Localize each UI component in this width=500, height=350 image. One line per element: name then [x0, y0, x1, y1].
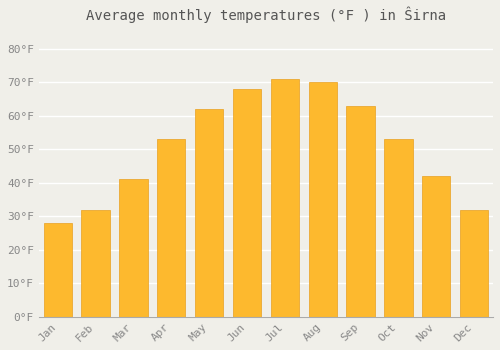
Bar: [460, 210, 488, 317]
Bar: [157, 139, 186, 317]
Bar: [308, 82, 337, 317]
Bar: [422, 176, 450, 317]
Bar: [82, 210, 110, 317]
Title: Average monthly temperatures (°F ) in Ŝirna: Average monthly temperatures (°F ) in Ŝi…: [86, 7, 446, 23]
Bar: [346, 106, 375, 317]
Bar: [119, 180, 148, 317]
Bar: [44, 223, 72, 317]
Bar: [384, 139, 412, 317]
Bar: [270, 79, 299, 317]
Bar: [195, 109, 224, 317]
Bar: [233, 89, 261, 317]
